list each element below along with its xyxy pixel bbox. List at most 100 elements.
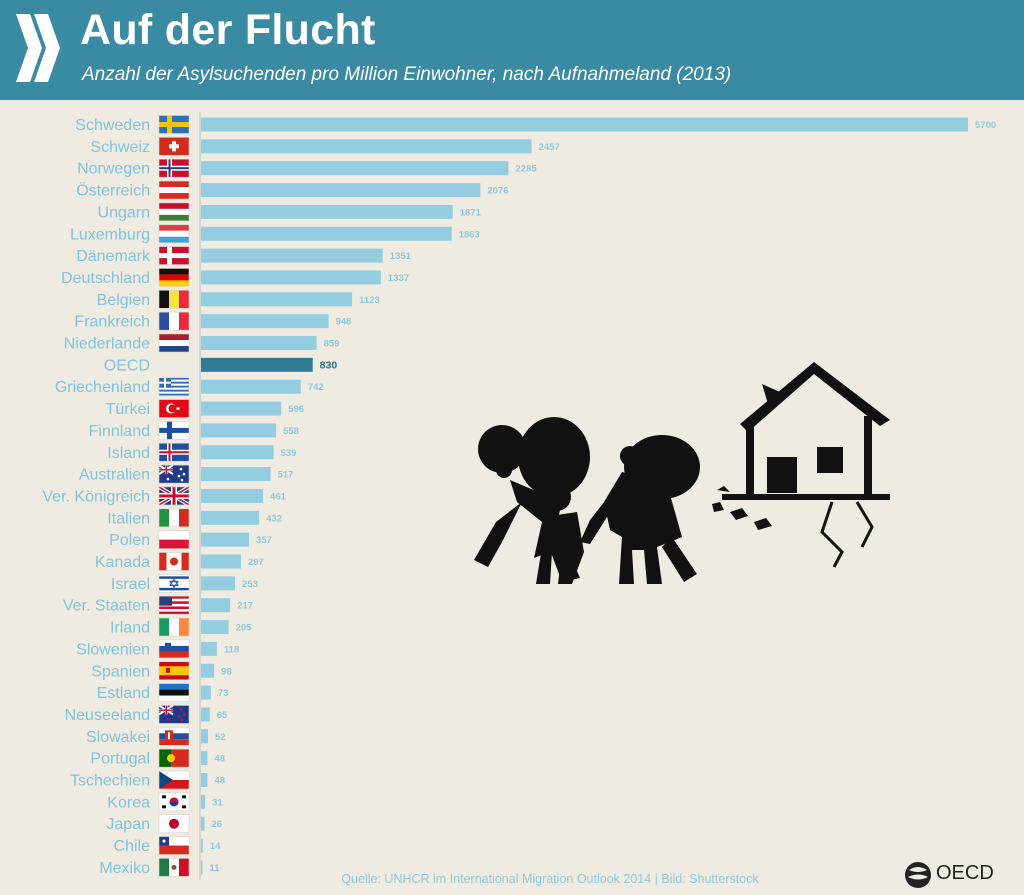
category-label: Mexiko xyxy=(99,860,150,877)
value-label: 48 xyxy=(214,776,225,787)
category-label: Chile xyxy=(114,838,151,855)
value-label: 5700 xyxy=(975,120,996,131)
value-label: 2076 xyxy=(487,186,508,197)
flag-icon-es xyxy=(158,661,190,681)
flag-icon-mx xyxy=(158,858,190,877)
value-label: 948 xyxy=(336,317,352,328)
bar xyxy=(201,357,313,372)
refugees-illustration xyxy=(474,362,890,584)
category-label: Niederlande xyxy=(64,336,150,353)
bar xyxy=(201,663,215,678)
value-label: 31 xyxy=(212,797,223,808)
bar xyxy=(201,576,236,591)
category-label: OECD xyxy=(104,357,150,374)
value-label: 98 xyxy=(221,666,232,677)
bar xyxy=(201,292,353,307)
bar xyxy=(201,751,208,766)
flag-icon-de xyxy=(158,268,190,287)
bar xyxy=(201,816,205,831)
flag-icon-se xyxy=(158,115,190,134)
flag-icon-nz xyxy=(158,704,190,724)
page-title: Auf der Flucht xyxy=(80,6,376,54)
category-label: Slowenien xyxy=(76,641,150,658)
flag-icon-kr xyxy=(158,792,190,812)
value-label: 539 xyxy=(281,448,297,459)
flag-icon-pt xyxy=(158,748,190,768)
category-label: Österreich xyxy=(76,182,150,200)
flag-icon-si xyxy=(158,639,190,659)
value-label: 2457 xyxy=(539,142,560,153)
flag-icon-us xyxy=(158,595,190,615)
bar xyxy=(201,860,203,875)
value-label: 517 xyxy=(278,470,294,481)
flag-icon-fi xyxy=(158,421,190,440)
flag-icon-cl xyxy=(158,836,190,855)
category-label: Tschechien xyxy=(70,773,150,790)
flag-icon-tr xyxy=(158,399,190,418)
bar xyxy=(201,445,274,460)
value-label: 1351 xyxy=(390,251,412,262)
value-label: 297 xyxy=(248,557,264,568)
value-label: 357 xyxy=(256,535,272,546)
bar xyxy=(201,707,210,722)
flag-icon-jp xyxy=(158,814,190,834)
flag-icon-gr xyxy=(158,377,190,397)
category-label: Italien xyxy=(107,510,150,527)
page-subtitle: Anzahl der Asylsuchenden pro Million Ein… xyxy=(82,64,732,85)
value-label: 558 xyxy=(283,426,299,437)
bar xyxy=(201,139,532,154)
bar xyxy=(201,598,231,613)
flag-icon-ee xyxy=(158,683,190,702)
flag-icon-ch xyxy=(158,137,190,156)
flag-icon-at xyxy=(158,180,190,200)
bar xyxy=(201,554,241,569)
category-label: Slowakei xyxy=(86,729,150,746)
bar xyxy=(201,532,250,547)
flag-icon-hu xyxy=(158,202,190,222)
category-label: Norwegen xyxy=(77,161,150,178)
bar xyxy=(201,226,452,241)
oecd-logo-text: OECD xyxy=(936,862,994,884)
bar xyxy=(201,183,481,198)
flag-icon-fr xyxy=(158,311,190,331)
category-label: Türkei xyxy=(106,401,150,418)
category-label: Schweden xyxy=(75,117,150,134)
value-label: 742 xyxy=(308,382,324,393)
flag-icon-be xyxy=(158,289,190,309)
category-label: Luxemburg xyxy=(70,226,150,243)
value-label: 859 xyxy=(324,339,340,350)
category-label: Korea xyxy=(107,794,150,811)
value-label: 461 xyxy=(270,491,287,502)
category-label: Japan xyxy=(106,816,150,833)
value-label: 253 xyxy=(242,579,258,590)
flag-icon-il xyxy=(158,574,190,593)
category-label: Ungarn xyxy=(98,204,150,221)
category-label: Frankreich xyxy=(74,314,150,331)
flag-icon-au xyxy=(158,464,190,484)
flag-icon-nl xyxy=(158,333,190,353)
category-label: Deutschland xyxy=(61,270,150,287)
value-label: 2285 xyxy=(515,164,537,175)
value-label: 1871 xyxy=(460,207,482,218)
value-label: 26 xyxy=(211,819,222,830)
flag-icon-sk xyxy=(158,726,190,746)
category-label: Island xyxy=(107,445,150,462)
category-label: Spanien xyxy=(91,663,150,680)
bar xyxy=(201,379,301,394)
bar xyxy=(201,401,282,416)
bar xyxy=(201,510,260,525)
value-label: 1863 xyxy=(459,229,480,240)
bar xyxy=(201,794,206,809)
value-label: 205 xyxy=(236,623,253,634)
flag-icon-lu xyxy=(158,224,190,244)
value-label: 52 xyxy=(215,732,226,743)
category-label: Israel xyxy=(111,576,150,593)
bar xyxy=(201,467,271,482)
category-label: Dänemark xyxy=(76,248,151,265)
flag-icon-ie xyxy=(158,617,190,637)
category-label: Polen xyxy=(109,532,150,549)
flag-icon-cz xyxy=(158,770,190,790)
chevron-logo-icon xyxy=(16,14,60,82)
value-label: 48 xyxy=(214,754,225,765)
